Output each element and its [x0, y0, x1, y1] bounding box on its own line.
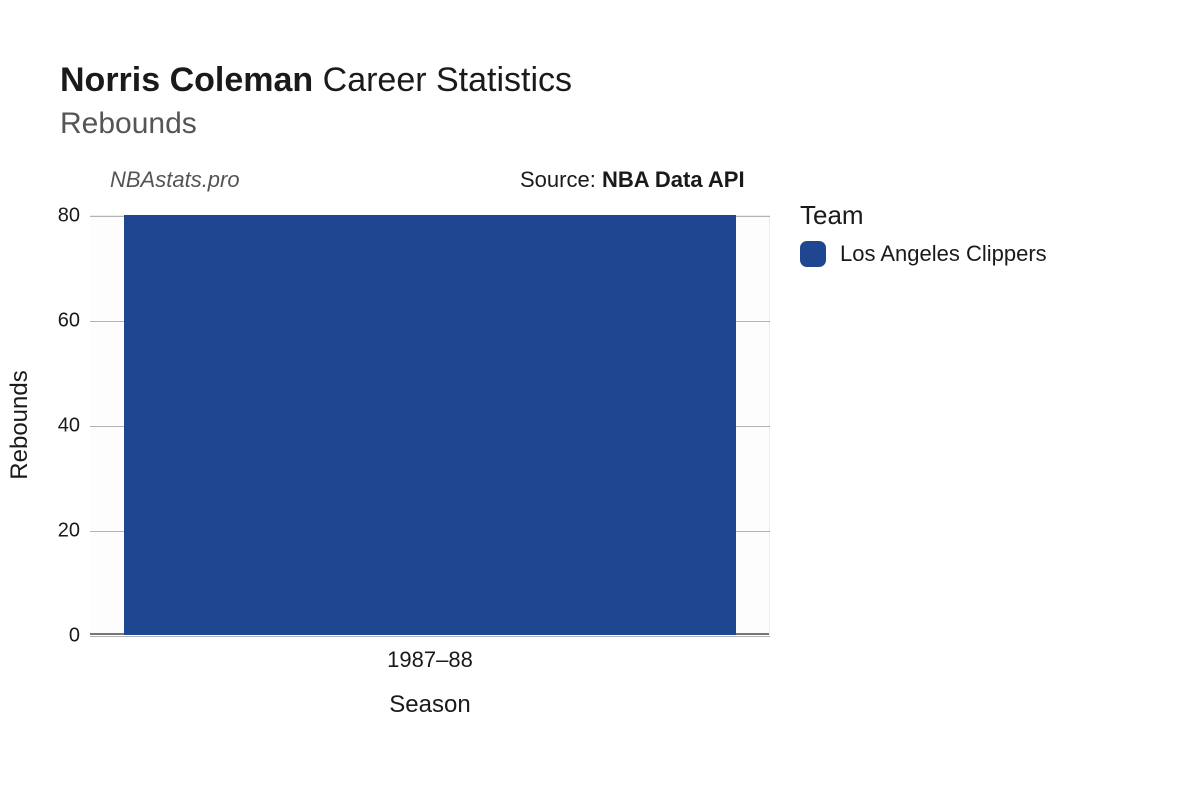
- y-tick-label: 20: [58, 520, 90, 543]
- y-tick-label: 0: [69, 625, 90, 648]
- legend-title: Team: [800, 200, 1047, 231]
- legend-item: Los Angeles Clippers: [800, 241, 1047, 267]
- y-tick-label: 40: [58, 415, 90, 438]
- chart-container: Norris Coleman Career Statistics Rebound…: [0, 0, 1200, 800]
- x-axis-title: Season: [389, 691, 470, 719]
- y-tick-label: 80: [58, 205, 90, 228]
- x-tick-label: 1987–88: [387, 635, 473, 673]
- plot-area: 0204060801987–88: [90, 215, 770, 635]
- chart-zone: 0204060801987–88 Rebounds Season: [0, 0, 1200, 800]
- y-axis-title: Rebounds: [6, 370, 34, 479]
- bar: [124, 215, 736, 635]
- legend-item-label: Los Angeles Clippers: [840, 241, 1047, 267]
- legend-swatch: [800, 241, 826, 267]
- legend: Team Los Angeles Clippers: [800, 200, 1047, 267]
- y-tick-label: 60: [58, 310, 90, 333]
